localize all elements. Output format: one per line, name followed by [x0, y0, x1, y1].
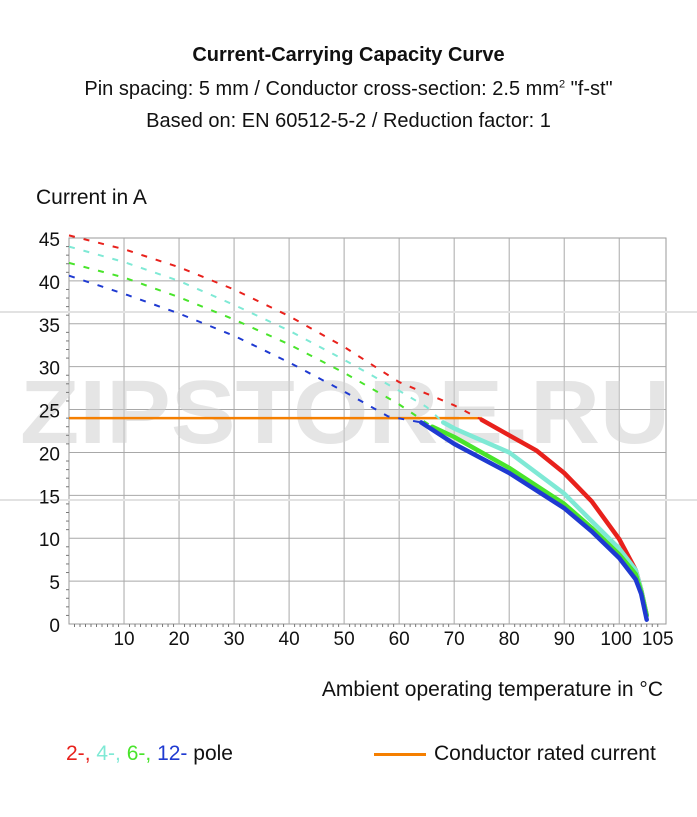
- series-layer: [68, 234, 649, 622]
- legend-rated-swatch: [374, 752, 426, 756]
- x-tick-label: 40: [279, 629, 300, 650]
- series-dashed-line: [68, 234, 483, 421]
- y-tick-label: 40: [39, 273, 60, 294]
- legend-pole-text: 2-: [66, 742, 85, 765]
- x-tick-label: 90: [554, 629, 575, 650]
- superscript-2: 2: [558, 78, 566, 91]
- y-tick-label: 10: [39, 530, 60, 551]
- x-axis-label: Ambient operating temperature in °C: [321, 678, 663, 701]
- plot-frame: [68, 237, 667, 625]
- y-tick-label: 35: [39, 316, 60, 337]
- y-tick-label: 15: [39, 487, 60, 508]
- x-tick-label: 10: [113, 629, 134, 650]
- legend-pole-text: pole: [187, 742, 233, 765]
- series-dashed-line: [68, 245, 444, 424]
- y-tick-label: 0: [49, 616, 60, 637]
- subtitle-text: Pin spacing: 5 mm / Conductor cross-sect…: [84, 78, 559, 100]
- axis-ticks: 10 20 30 40 50 60 70 80 90 100 105 0 5 10 15 20 25 30 35 40…: [39, 230, 674, 650]
- x-tick-label: 50: [334, 629, 355, 650]
- y-tick-label: 20: [39, 444, 60, 465]
- y-tick-label: 30: [39, 359, 60, 380]
- legend-pole-text: ,: [145, 742, 158, 765]
- chart-subtitle-pin-spacing: Pin spacing: 5 mm / Conductor cross-sect…: [0, 78, 697, 101]
- series-dashed-line: [68, 261, 433, 428]
- y-tick-label: 45: [39, 230, 60, 251]
- legend-poles: 2-, 4-, 6-, 12- pole: [66, 742, 233, 766]
- y-tick-label: 25: [39, 402, 60, 423]
- legend-pole-text: 4-: [96, 742, 116, 765]
- legend-pole-text: ,: [115, 742, 127, 765]
- watermark-text: ZIPSTORE.RU: [20, 363, 670, 463]
- x-tick-label: 20: [168, 629, 189, 650]
- watermark: ZIPSTORE.RU: [0, 311, 697, 501]
- y-axis-label: Current in A: [36, 186, 147, 209]
- series-12-pole: [68, 274, 649, 622]
- legend-rated-current: Conductor rated current: [374, 742, 656, 766]
- x-tick-label: 80: [499, 629, 520, 650]
- x-tick-label: 105: [642, 629, 674, 650]
- legend-pole-text: 12-: [157, 742, 188, 765]
- legend-pole-text: ,: [84, 742, 97, 765]
- chart-subtitle-standard: Based on: EN 60512-5-2 / Reduction facto…: [146, 110, 551, 132]
- x-tick-label: 30: [223, 629, 244, 650]
- legend-pole-text: 6-: [126, 742, 146, 765]
- x-tick-label: 60: [389, 629, 410, 650]
- x-tick-label: 70: [444, 629, 465, 650]
- chart-title: Current-Carrying Capacity Curve: [192, 44, 505, 66]
- legend-rated-label: Conductor rated current: [434, 742, 656, 765]
- x-tick-label: 100: [600, 629, 632, 650]
- y-tick-label: 5: [49, 573, 60, 594]
- subtitle-text-suffix: "f-st": [565, 78, 613, 100]
- series-solid-line: [418, 420, 649, 622]
